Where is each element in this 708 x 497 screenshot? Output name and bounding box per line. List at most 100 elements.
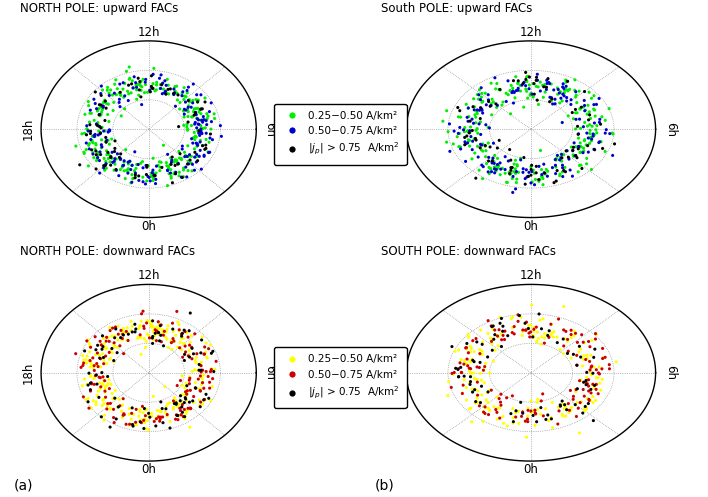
Point xyxy=(94,379,105,387)
Point xyxy=(493,395,505,403)
Point xyxy=(151,328,162,335)
Point xyxy=(497,98,508,106)
Point xyxy=(113,98,125,106)
Point xyxy=(157,79,169,87)
Point xyxy=(186,355,198,363)
Point xyxy=(148,172,159,180)
Point xyxy=(199,396,210,404)
Point xyxy=(567,146,578,154)
Point xyxy=(117,163,128,171)
Point xyxy=(559,164,571,171)
Point xyxy=(102,373,113,381)
Point xyxy=(169,400,180,408)
Point xyxy=(104,423,115,431)
Point xyxy=(481,389,493,397)
Point xyxy=(87,150,98,158)
Point xyxy=(202,114,213,122)
Point xyxy=(527,80,539,87)
Point xyxy=(531,338,542,346)
Point xyxy=(181,120,193,128)
Point xyxy=(547,164,558,171)
Point xyxy=(486,337,497,345)
Point xyxy=(454,130,465,138)
Point xyxy=(479,379,490,387)
Point xyxy=(139,415,150,423)
Point xyxy=(134,333,145,341)
Text: 6h: 6h xyxy=(664,365,677,380)
Point xyxy=(91,360,103,368)
Point xyxy=(513,419,525,427)
Point xyxy=(144,173,155,181)
Point xyxy=(174,412,185,419)
Point xyxy=(570,105,581,113)
Point xyxy=(496,101,508,109)
Point xyxy=(573,145,584,153)
Point xyxy=(149,324,160,332)
Point xyxy=(503,77,514,85)
Point xyxy=(532,76,543,84)
Point xyxy=(118,158,130,166)
Point xyxy=(578,338,589,346)
Point xyxy=(102,83,113,91)
Point xyxy=(198,113,209,121)
Point xyxy=(583,382,594,390)
Point xyxy=(479,366,490,374)
Point xyxy=(106,349,118,357)
Point xyxy=(199,145,210,153)
Point xyxy=(110,387,121,395)
Point xyxy=(577,409,588,417)
Point xyxy=(561,86,572,94)
Point xyxy=(540,405,552,413)
Point xyxy=(181,408,192,415)
Point xyxy=(188,128,200,136)
Point xyxy=(525,163,537,171)
Point xyxy=(483,96,494,104)
Point xyxy=(567,172,578,180)
Point xyxy=(116,408,127,415)
Point xyxy=(139,412,151,419)
Point xyxy=(190,111,202,119)
Point xyxy=(172,403,183,411)
Point xyxy=(474,402,485,410)
Point xyxy=(188,134,199,142)
Point xyxy=(590,397,601,405)
Point xyxy=(476,340,488,348)
Point xyxy=(86,109,97,117)
Point xyxy=(464,348,476,356)
Point xyxy=(497,328,508,335)
Point xyxy=(209,365,220,373)
Point xyxy=(493,85,505,93)
Point xyxy=(572,122,583,130)
Point xyxy=(147,393,159,401)
Point xyxy=(516,413,527,420)
Point xyxy=(108,341,120,349)
Point xyxy=(171,89,183,97)
Point xyxy=(586,386,597,394)
Point xyxy=(479,363,491,371)
Point xyxy=(474,120,485,128)
Point xyxy=(93,122,104,130)
Point xyxy=(581,129,593,137)
Point xyxy=(83,162,94,170)
Point xyxy=(538,169,549,177)
Point xyxy=(532,100,544,108)
Point xyxy=(146,412,157,420)
Point xyxy=(171,308,183,316)
Point xyxy=(169,89,181,97)
Point xyxy=(190,384,201,392)
Point xyxy=(483,411,494,418)
Point xyxy=(195,137,206,145)
Text: 6h: 6h xyxy=(263,365,275,380)
Point xyxy=(173,326,185,333)
Point xyxy=(162,181,173,189)
Point xyxy=(530,421,541,429)
Point xyxy=(170,331,181,339)
Point xyxy=(172,96,183,104)
Point xyxy=(575,143,586,151)
Point xyxy=(563,347,574,355)
Point xyxy=(469,385,481,393)
Point xyxy=(184,380,195,388)
Text: 0h: 0h xyxy=(141,463,156,477)
Point xyxy=(491,166,502,173)
Point xyxy=(590,331,602,338)
